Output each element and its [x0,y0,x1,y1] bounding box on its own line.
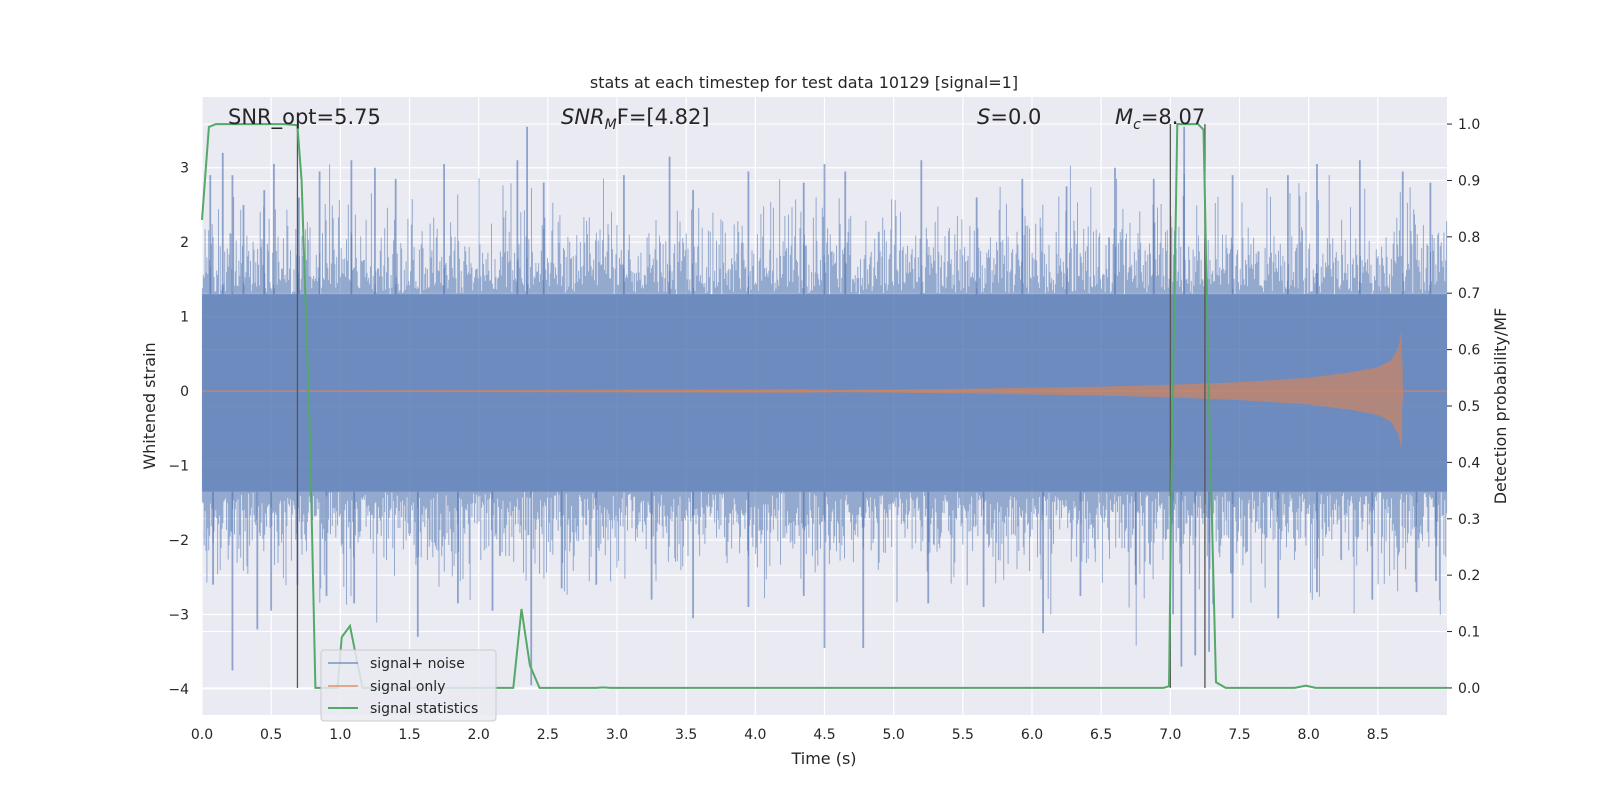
y2-axis-ticks: 1.0 0.9 0.8 0.7 0.6 0.5 0.4 0.3 0.2 0.1 0.0 [1447,117,1480,697]
y2-tick-label: 1.0 [1458,117,1480,133]
legend-label-signal-noise: signal+ noise [370,656,465,672]
annotation-snr-mf: SNRMF=[4.82] [561,105,710,133]
y2-tick-label: 0.0 [1458,681,1480,697]
y2-tick-label: 0.1 [1458,625,1480,641]
annotation-chirp-mass: Mc=8.07 [1115,105,1205,133]
annotation-s: S=0.0 [977,105,1041,129]
x-tick-label: 1.5 [398,727,420,743]
chart-title: stats at each timestep for test data 101… [590,73,1018,92]
x-tick-label: 3.0 [606,727,628,743]
x-axis-ticks: 0.0 0.5 1.0 1.5 2.0 2.5 3.0 3.5 4.0 4.5 5.0 5.5 6.0 6… [191,727,1389,743]
legend: signal+ noise signal only signal statist… [320,649,497,722]
x-tick-label: 2.0 [468,727,490,743]
x-tick-label: 1.0 [329,727,351,743]
annotation-snr-opt: SNR_opt=5.75 [228,105,381,130]
y2-tick-label: 0.2 [1458,568,1480,584]
y2-tick-label: 0.7 [1458,286,1480,302]
y-tick-label: 2 [180,235,189,251]
x-tick-label: 3.5 [675,727,697,743]
y-tick-label: −3 [168,607,189,623]
y2-tick-label: 0.5 [1458,399,1480,415]
x-tick-label: 7.0 [1159,727,1181,743]
x-tick-label: 8.0 [1298,727,1320,743]
y2-axis-label: Detection probability/MF [1491,308,1510,505]
x-tick-label: 4.0 [744,727,766,743]
x-tick-label: 0.0 [191,727,213,743]
legend-label-signal-statistics: signal statistics [370,701,478,717]
legend-box [320,649,497,722]
x-tick-label: 5.0 [883,727,905,743]
x-tick-label: 0.5 [260,727,282,743]
y-axis-ticks: 3 2 1 0 −1 −2 −3 −4 [168,161,189,698]
x-tick-label: 7.5 [1228,727,1250,743]
y-axis-label: Whitened strain [140,342,159,469]
y-tick-label: 3 [180,161,189,177]
signal-statistics-line [201,123,1447,689]
x-tick-label: 6.5 [1090,727,1112,743]
y2-tick-label: 0.3 [1458,512,1480,528]
y2-tick-label: 0.4 [1458,455,1480,471]
x-tick-label: 8.5 [1367,727,1389,743]
y2-tick-label: 0.6 [1458,343,1480,359]
y2-tick-label: 0.8 [1458,230,1480,246]
x-tick-label: 2.5 [537,727,559,743]
x-tick-label: 6.0 [1021,727,1043,743]
y2-tick-label: 0.9 [1458,173,1480,189]
x-tick-label: 5.5 [952,727,974,743]
signal-only-series [202,333,1447,447]
y-tick-label: −2 [168,533,189,549]
x-tick-label: 4.5 [813,727,835,743]
y-tick-label: −4 [168,682,189,698]
legend-label-signal-only: signal only [370,679,445,695]
y-tick-label: 1 [180,310,189,326]
y-tick-label: −1 [168,459,189,475]
signal-statistics-series [201,123,1447,689]
x-axis-label: Time (s) [790,749,856,768]
y-tick-label: 0 [180,384,189,400]
